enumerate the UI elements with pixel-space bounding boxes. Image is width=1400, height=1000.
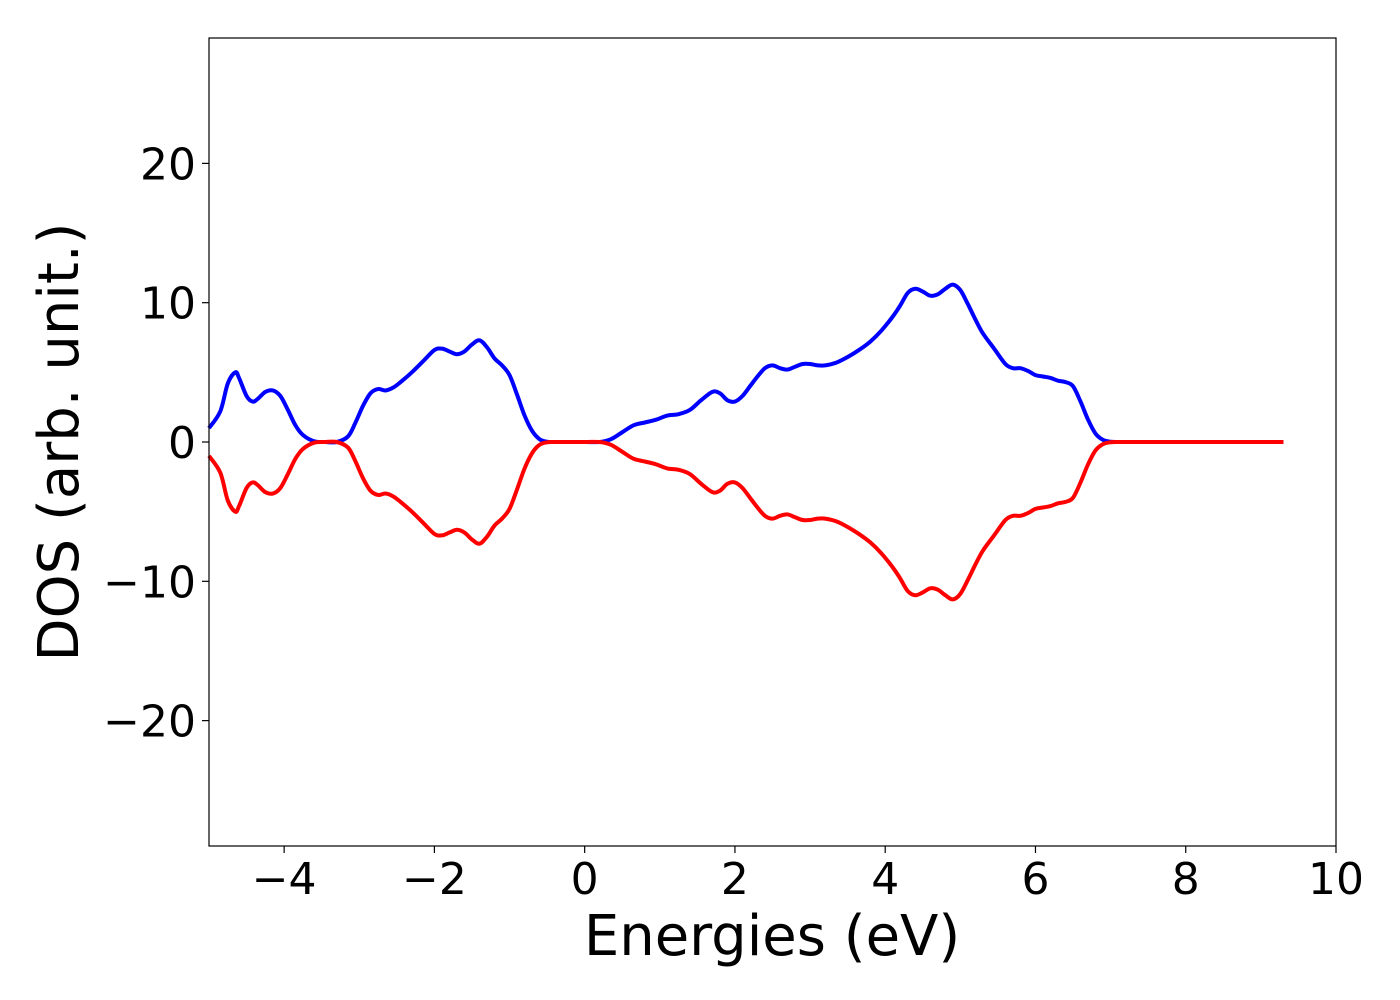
series-layer: [207, 282, 1284, 602]
x-axis: −4 −2 0 2 4 6 8 10: [252, 846, 1364, 905]
y-axis: −20 −10 0 10 20: [103, 139, 209, 748]
x-tick-label: 0: [571, 854, 599, 905]
x-tick-label: 6: [1021, 854, 1049, 905]
x-tick-label: −2: [402, 854, 467, 905]
series-line-spin-down: [207, 439, 1284, 602]
y-tick-label: −10: [103, 557, 196, 608]
x-tick-label: 2: [721, 854, 749, 905]
x-tick-label: 10: [1308, 854, 1364, 905]
y-tick-label: 0: [168, 418, 196, 469]
x-tick-label: 4: [871, 854, 899, 905]
y-tick-label: 20: [140, 139, 196, 190]
series-line-spin-up: [207, 282, 1284, 445]
y-tick-label: 10: [140, 279, 196, 330]
x-axis-title: Energies (eV): [584, 904, 960, 969]
y-tick-label: −20: [103, 697, 196, 748]
y-axis-title: DOS (arb. unit.): [27, 222, 92, 661]
x-tick-label: 8: [1172, 854, 1200, 905]
x-tick-label: −4: [252, 854, 317, 905]
